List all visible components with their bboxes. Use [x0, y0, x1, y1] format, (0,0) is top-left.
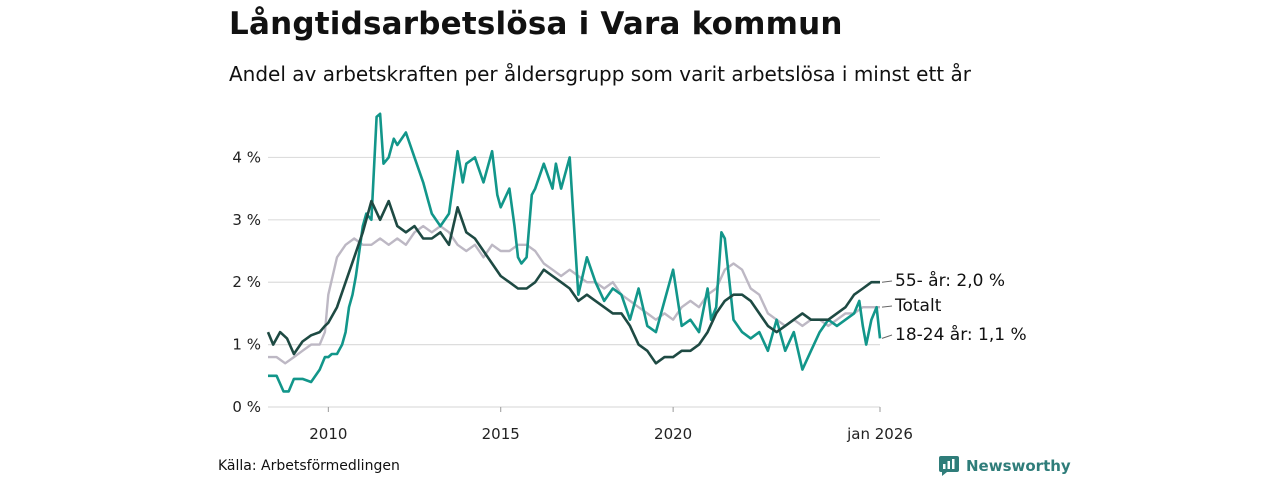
series-line-senior [266, 199, 880, 365]
series-label-senior: 55- år: 2,0 % [895, 270, 1005, 291]
x-tick-label: 2015 [482, 425, 520, 443]
x-tick-label: jan 2026 [846, 425, 913, 443]
x-axis-ticks: 2010 2015 2020 jan 2026 [309, 407, 913, 443]
y-tick-label: 3 % [232, 211, 261, 229]
y-tick-label: 0 % [232, 398, 261, 416]
y-tick-label: 4 % [232, 148, 261, 166]
brand-name: Newsworthy [966, 457, 1071, 475]
series-label-youth: 18-24 år: 1,1 % [895, 324, 1027, 345]
series-labels: Totalt 18-24 år: 1,1 % 55- år: 2,0 % [881, 270, 1027, 345]
x-tick-label: 2020 [654, 425, 692, 443]
grid-layer [268, 156, 880, 408]
series-layer [266, 112, 882, 393]
newsworthy-logo-icon [939, 456, 959, 476]
chart-title: Långtidsarbetslösa i Vara kommun [229, 6, 843, 42]
y-tick-label: 2 % [232, 273, 261, 291]
brand-logo: Newsworthy [938, 455, 1071, 477]
label-leader-senior [881, 280, 893, 283]
label-leader-youth [881, 334, 893, 339]
y-tick-label: 1 % [232, 336, 261, 354]
series-label-total: Totalt [894, 296, 942, 316]
label-leader-total [881, 305, 893, 308]
series-line-youth [268, 112, 882, 393]
y-axis-ticks: 0 % 1 % 2 % 3 % 4 % [232, 148, 261, 416]
source-note: Källa: Arbetsförmedlingen [218, 458, 400, 474]
x-tick-label: 2010 [309, 425, 347, 443]
chart-subtitle: Andel av arbetskraften per åldersgrupp s… [229, 62, 971, 86]
